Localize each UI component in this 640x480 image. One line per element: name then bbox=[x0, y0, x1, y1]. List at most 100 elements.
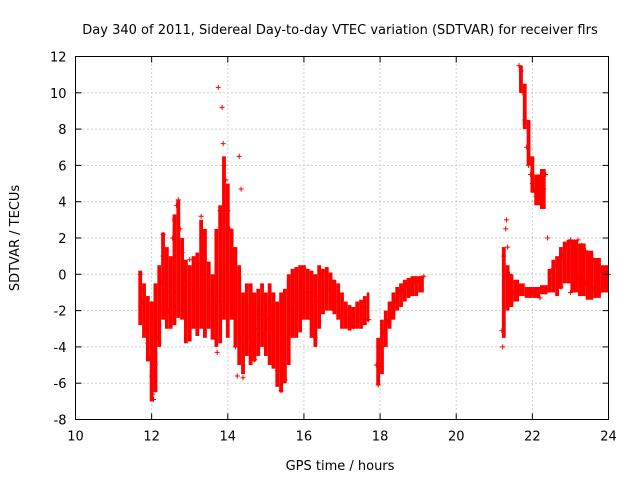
data-cluster bbox=[513, 279, 520, 302]
data-cluster bbox=[336, 283, 341, 320]
data-point bbox=[164, 289, 170, 295]
data-cluster bbox=[391, 292, 396, 320]
data-point bbox=[400, 288, 406, 294]
data-point bbox=[278, 387, 284, 393]
data-cluster bbox=[359, 299, 363, 329]
data-point bbox=[500, 344, 506, 350]
data-point bbox=[158, 280, 164, 286]
x-tick-label: 22 bbox=[524, 430, 541, 445]
data-cluster bbox=[286, 274, 291, 366]
data-point bbox=[505, 244, 511, 250]
data-cluster bbox=[248, 283, 253, 366]
data-point bbox=[560, 253, 566, 259]
data-cluster bbox=[237, 265, 242, 366]
data-cluster bbox=[570, 239, 579, 293]
data-point bbox=[229, 253, 235, 259]
data-point bbox=[558, 284, 564, 290]
data-point bbox=[151, 397, 157, 403]
data-cluster bbox=[313, 274, 318, 347]
chart-title: Day 340 of 2011, Sidereal Day-to-day VTE… bbox=[82, 23, 598, 38]
data-point bbox=[191, 280, 197, 286]
data-cluster bbox=[168, 256, 173, 329]
data-point bbox=[215, 84, 221, 90]
data-point bbox=[220, 141, 226, 147]
data-cluster bbox=[298, 265, 303, 333]
data-point bbox=[514, 286, 520, 292]
data-point bbox=[507, 271, 513, 277]
data-point bbox=[404, 282, 410, 288]
y-tick-label: 6 bbox=[58, 159, 66, 174]
data-point bbox=[179, 250, 185, 256]
data-cluster bbox=[410, 276, 415, 297]
data-point bbox=[138, 286, 144, 292]
data-cluster bbox=[222, 156, 226, 320]
y-tick-label: 2 bbox=[58, 232, 66, 247]
data-point bbox=[537, 193, 543, 199]
data-cluster bbox=[501, 247, 506, 338]
data-point bbox=[564, 244, 570, 250]
data-cluster bbox=[343, 301, 348, 329]
y-tick-label: 0 bbox=[58, 268, 66, 283]
data-cluster bbox=[509, 274, 514, 307]
data-cluster bbox=[176, 199, 181, 318]
x-tick-label: 16 bbox=[296, 430, 313, 445]
data-point bbox=[149, 391, 155, 397]
data-point bbox=[236, 153, 242, 159]
data-point bbox=[350, 324, 356, 330]
data-point bbox=[522, 117, 528, 123]
data-point bbox=[145, 340, 151, 346]
data-point bbox=[408, 280, 414, 286]
data-cluster bbox=[263, 292, 268, 356]
data-point bbox=[147, 355, 153, 361]
data-cluster bbox=[387, 301, 392, 329]
data-point bbox=[503, 217, 509, 223]
data-point bbox=[396, 289, 402, 295]
data-point bbox=[590, 257, 596, 263]
data-point bbox=[232, 344, 238, 350]
y-tick-label: 12 bbox=[50, 51, 67, 66]
data-point bbox=[259, 311, 265, 317]
data-point bbox=[152, 362, 158, 368]
data-point bbox=[571, 239, 577, 245]
data-cluster bbox=[395, 287, 400, 311]
data-cluster bbox=[332, 279, 337, 315]
data-point bbox=[139, 299, 145, 305]
data-cluster bbox=[585, 250, 594, 300]
data-cluster bbox=[505, 265, 510, 311]
data-cluster bbox=[532, 287, 540, 298]
data-point bbox=[301, 266, 307, 272]
data-cluster bbox=[355, 301, 360, 329]
data-point bbox=[221, 162, 227, 168]
data-point bbox=[274, 367, 280, 373]
data-point bbox=[227, 226, 233, 232]
data-cluster bbox=[282, 288, 287, 384]
data-point bbox=[579, 242, 585, 248]
data-point bbox=[575, 237, 581, 243]
data-point bbox=[541, 186, 547, 192]
data-point bbox=[213, 299, 219, 305]
data-cluster bbox=[275, 301, 280, 387]
data-cluster bbox=[593, 257, 601, 298]
data-cluster bbox=[309, 270, 314, 338]
data-cluster bbox=[562, 241, 567, 284]
data-point bbox=[590, 286, 596, 292]
data-cluster bbox=[241, 292, 245, 375]
data-cluster bbox=[267, 283, 272, 366]
data-cluster bbox=[191, 256, 196, 329]
data-point bbox=[602, 282, 608, 288]
data-point bbox=[501, 253, 507, 259]
data-cluster bbox=[559, 247, 563, 289]
data-cluster bbox=[324, 267, 329, 311]
data-cluster bbox=[399, 283, 403, 307]
data-point bbox=[358, 317, 364, 323]
data-point bbox=[175, 197, 181, 203]
data-point bbox=[583, 280, 589, 286]
data-cluster bbox=[187, 265, 192, 342]
data-cluster bbox=[526, 120, 531, 166]
data-cluster bbox=[233, 247, 238, 347]
data-point bbox=[214, 349, 220, 355]
data-point bbox=[527, 171, 533, 177]
data-point bbox=[187, 257, 193, 263]
data-point bbox=[183, 262, 189, 268]
y-tick-label: -4 bbox=[54, 341, 67, 356]
